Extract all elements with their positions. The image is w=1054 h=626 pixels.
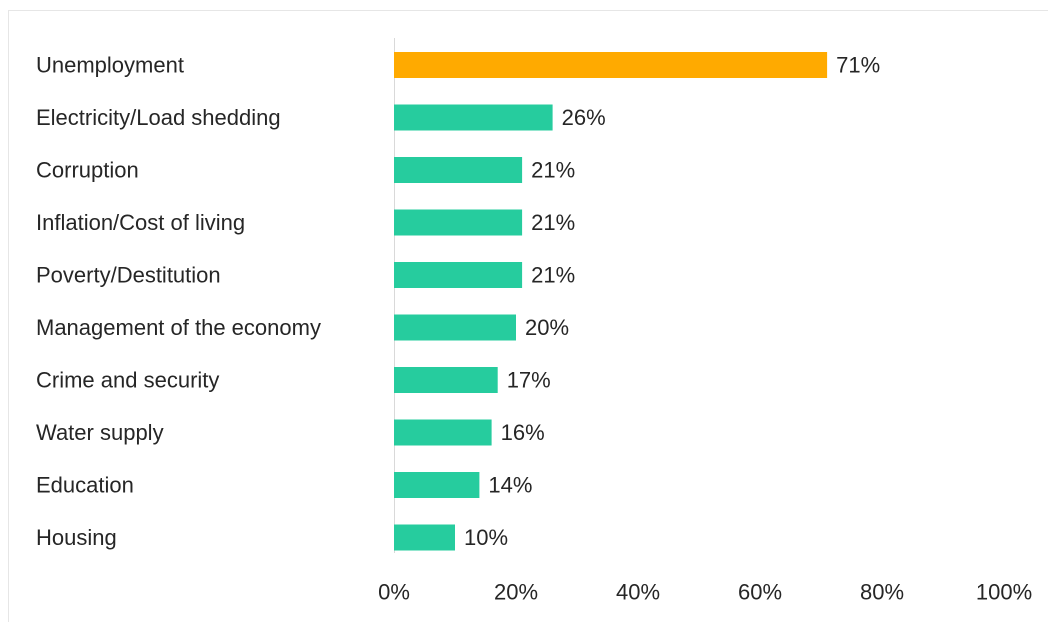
bar bbox=[394, 524, 455, 551]
category-label: Electricity/Load shedding bbox=[36, 105, 281, 130]
bar bbox=[394, 367, 498, 393]
value-label: 10% bbox=[464, 525, 508, 550]
bar bbox=[394, 262, 523, 288]
value-label: 21% bbox=[531, 158, 575, 183]
bar bbox=[394, 157, 523, 183]
value-label: 14% bbox=[488, 473, 532, 498]
category-label: Education bbox=[36, 473, 134, 498]
value-label: 26% bbox=[562, 105, 606, 130]
x-tick-label: 20% bbox=[494, 580, 538, 605]
x-tick-label: 100% bbox=[976, 580, 1032, 605]
bar bbox=[394, 52, 828, 78]
value-label: 21% bbox=[531, 210, 575, 235]
value-label: 16% bbox=[501, 420, 545, 445]
bar bbox=[394, 209, 523, 236]
category-label: Unemployment bbox=[36, 53, 184, 78]
value-label: 20% bbox=[525, 315, 569, 340]
category-label: Poverty/Destitution bbox=[36, 263, 221, 288]
x-tick-label: 0% bbox=[378, 580, 410, 605]
category-label: Housing bbox=[36, 525, 117, 550]
category-label: Inflation/Cost of living bbox=[36, 210, 245, 235]
bar bbox=[394, 472, 480, 498]
x-tick-label: 40% bbox=[616, 580, 660, 605]
value-label: 21% bbox=[531, 263, 575, 288]
x-tick-label: 80% bbox=[860, 580, 904, 605]
category-label: Management of the economy bbox=[36, 315, 321, 340]
bar bbox=[394, 314, 516, 341]
value-label: 17% bbox=[507, 368, 551, 393]
value-label: 71% bbox=[836, 53, 880, 78]
category-label: Corruption bbox=[36, 158, 139, 183]
category-label: Water supply bbox=[36, 420, 164, 445]
category-label: Crime and security bbox=[36, 368, 219, 393]
x-tick-label: 60% bbox=[738, 580, 782, 605]
bar bbox=[394, 419, 492, 446]
bar bbox=[394, 104, 553, 131]
chart-frame bbox=[8, 10, 1048, 622]
